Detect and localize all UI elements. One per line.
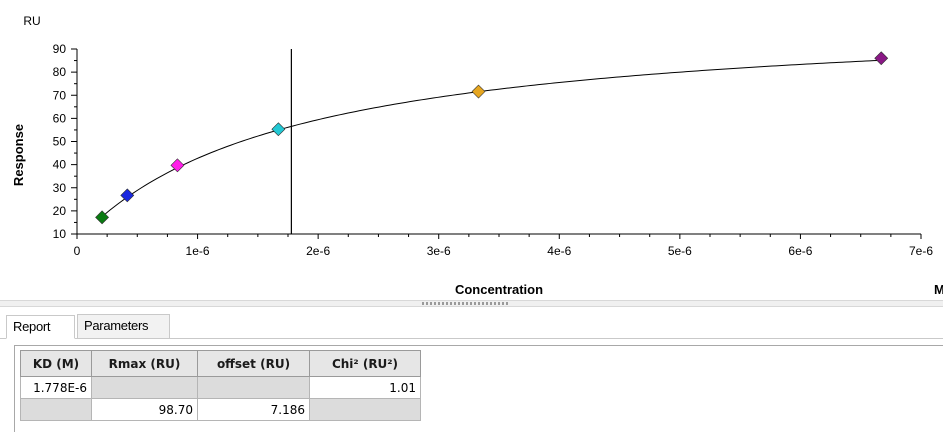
x-tick-label-0: 0 <box>74 244 81 258</box>
tab-strip: Report Parameters <box>0 309 943 339</box>
y-tick-label-2: 30 <box>53 181 67 195</box>
x-tick-label-2: 2e-6 <box>306 244 330 258</box>
y-tick-label-6: 70 <box>53 88 67 102</box>
cell-offset-empty <box>197 376 310 399</box>
cell-chi2-empty <box>309 398 421 421</box>
chart-canvas: 10 20 30 40 50 60 70 80 90 0 1e-6 2e-6 3e-6 4e-6 5e-6 6… <box>11 14 943 297</box>
y-tick-label-4: 50 <box>53 135 67 149</box>
report-panel <box>14 345 943 432</box>
y-axis-unit: RU <box>23 14 40 28</box>
y-axis-title: Response <box>11 124 26 186</box>
data-point-3 <box>271 122 286 137</box>
table-row: 1.778E-6 1.01 <box>20 376 421 399</box>
x-axis-unit: M <box>934 282 943 297</box>
y-tick-label-5: 60 <box>53 111 67 125</box>
y-tick-label-8: 90 <box>53 42 67 56</box>
header-offset: offset (RU) <box>197 350 310 377</box>
x-tick-label-5: 5e-6 <box>668 244 692 258</box>
header-kd: KD (M) <box>20 350 92 377</box>
cell-offset-value[interactable]: 7.186 <box>197 398 310 421</box>
table-header-row: KD (M) Rmax (RU) offset (RU) Chi² (RU²) <box>20 350 421 377</box>
data-point-4 <box>471 84 486 99</box>
x-tick-label-1: 1e-6 <box>186 244 210 258</box>
x-tick-label-7: 7e-6 <box>909 244 933 258</box>
y-tick-label-0: 10 <box>53 227 67 241</box>
data-point-5 <box>874 51 889 66</box>
x-axis-title: Concentration <box>455 282 543 297</box>
tab-report[interactable]: Report <box>6 315 75 339</box>
cell-rmax-empty <box>91 376 198 399</box>
panel-splitter[interactable] <box>0 300 943 307</box>
cell-kd-empty <box>20 398 92 421</box>
splitter-grip[interactable] <box>422 302 508 305</box>
cell-rmax-value[interactable]: 98.70 <box>91 398 198 421</box>
fit-results-table: KD (M) Rmax (RU) offset (RU) Chi² (RU²) … <box>20 350 421 421</box>
y-tick-label-1: 20 <box>53 204 67 218</box>
x-tick-label-6: 6e-6 <box>788 244 812 258</box>
y-tick-label-3: 40 <box>53 158 67 172</box>
header-chi2: Chi² (RU²) <box>309 350 421 377</box>
header-rmax: Rmax (RU) <box>91 350 198 377</box>
x-tick-label-3: 3e-6 <box>427 244 451 258</box>
y-tick-label-7: 80 <box>53 65 67 79</box>
data-point-1 <box>120 188 135 203</box>
x-tick-label-4: 4e-6 <box>547 244 571 258</box>
data-point-0 <box>95 210 110 225</box>
cell-kd-value[interactable]: 1.778E-6 <box>20 376 92 399</box>
tab-parameters[interactable]: Parameters <box>77 314 170 338</box>
fit-curve <box>101 59 882 217</box>
cell-chi2-value[interactable]: 1.01 <box>309 376 421 399</box>
affinity-chart: 10 20 30 40 50 60 70 80 90 0 1e-6 2e-6 3e-6 4e-6 5e-6 6… <box>11 14 943 297</box>
data-point-2 <box>170 158 185 173</box>
table-row: 98.70 7.186 <box>20 398 421 421</box>
